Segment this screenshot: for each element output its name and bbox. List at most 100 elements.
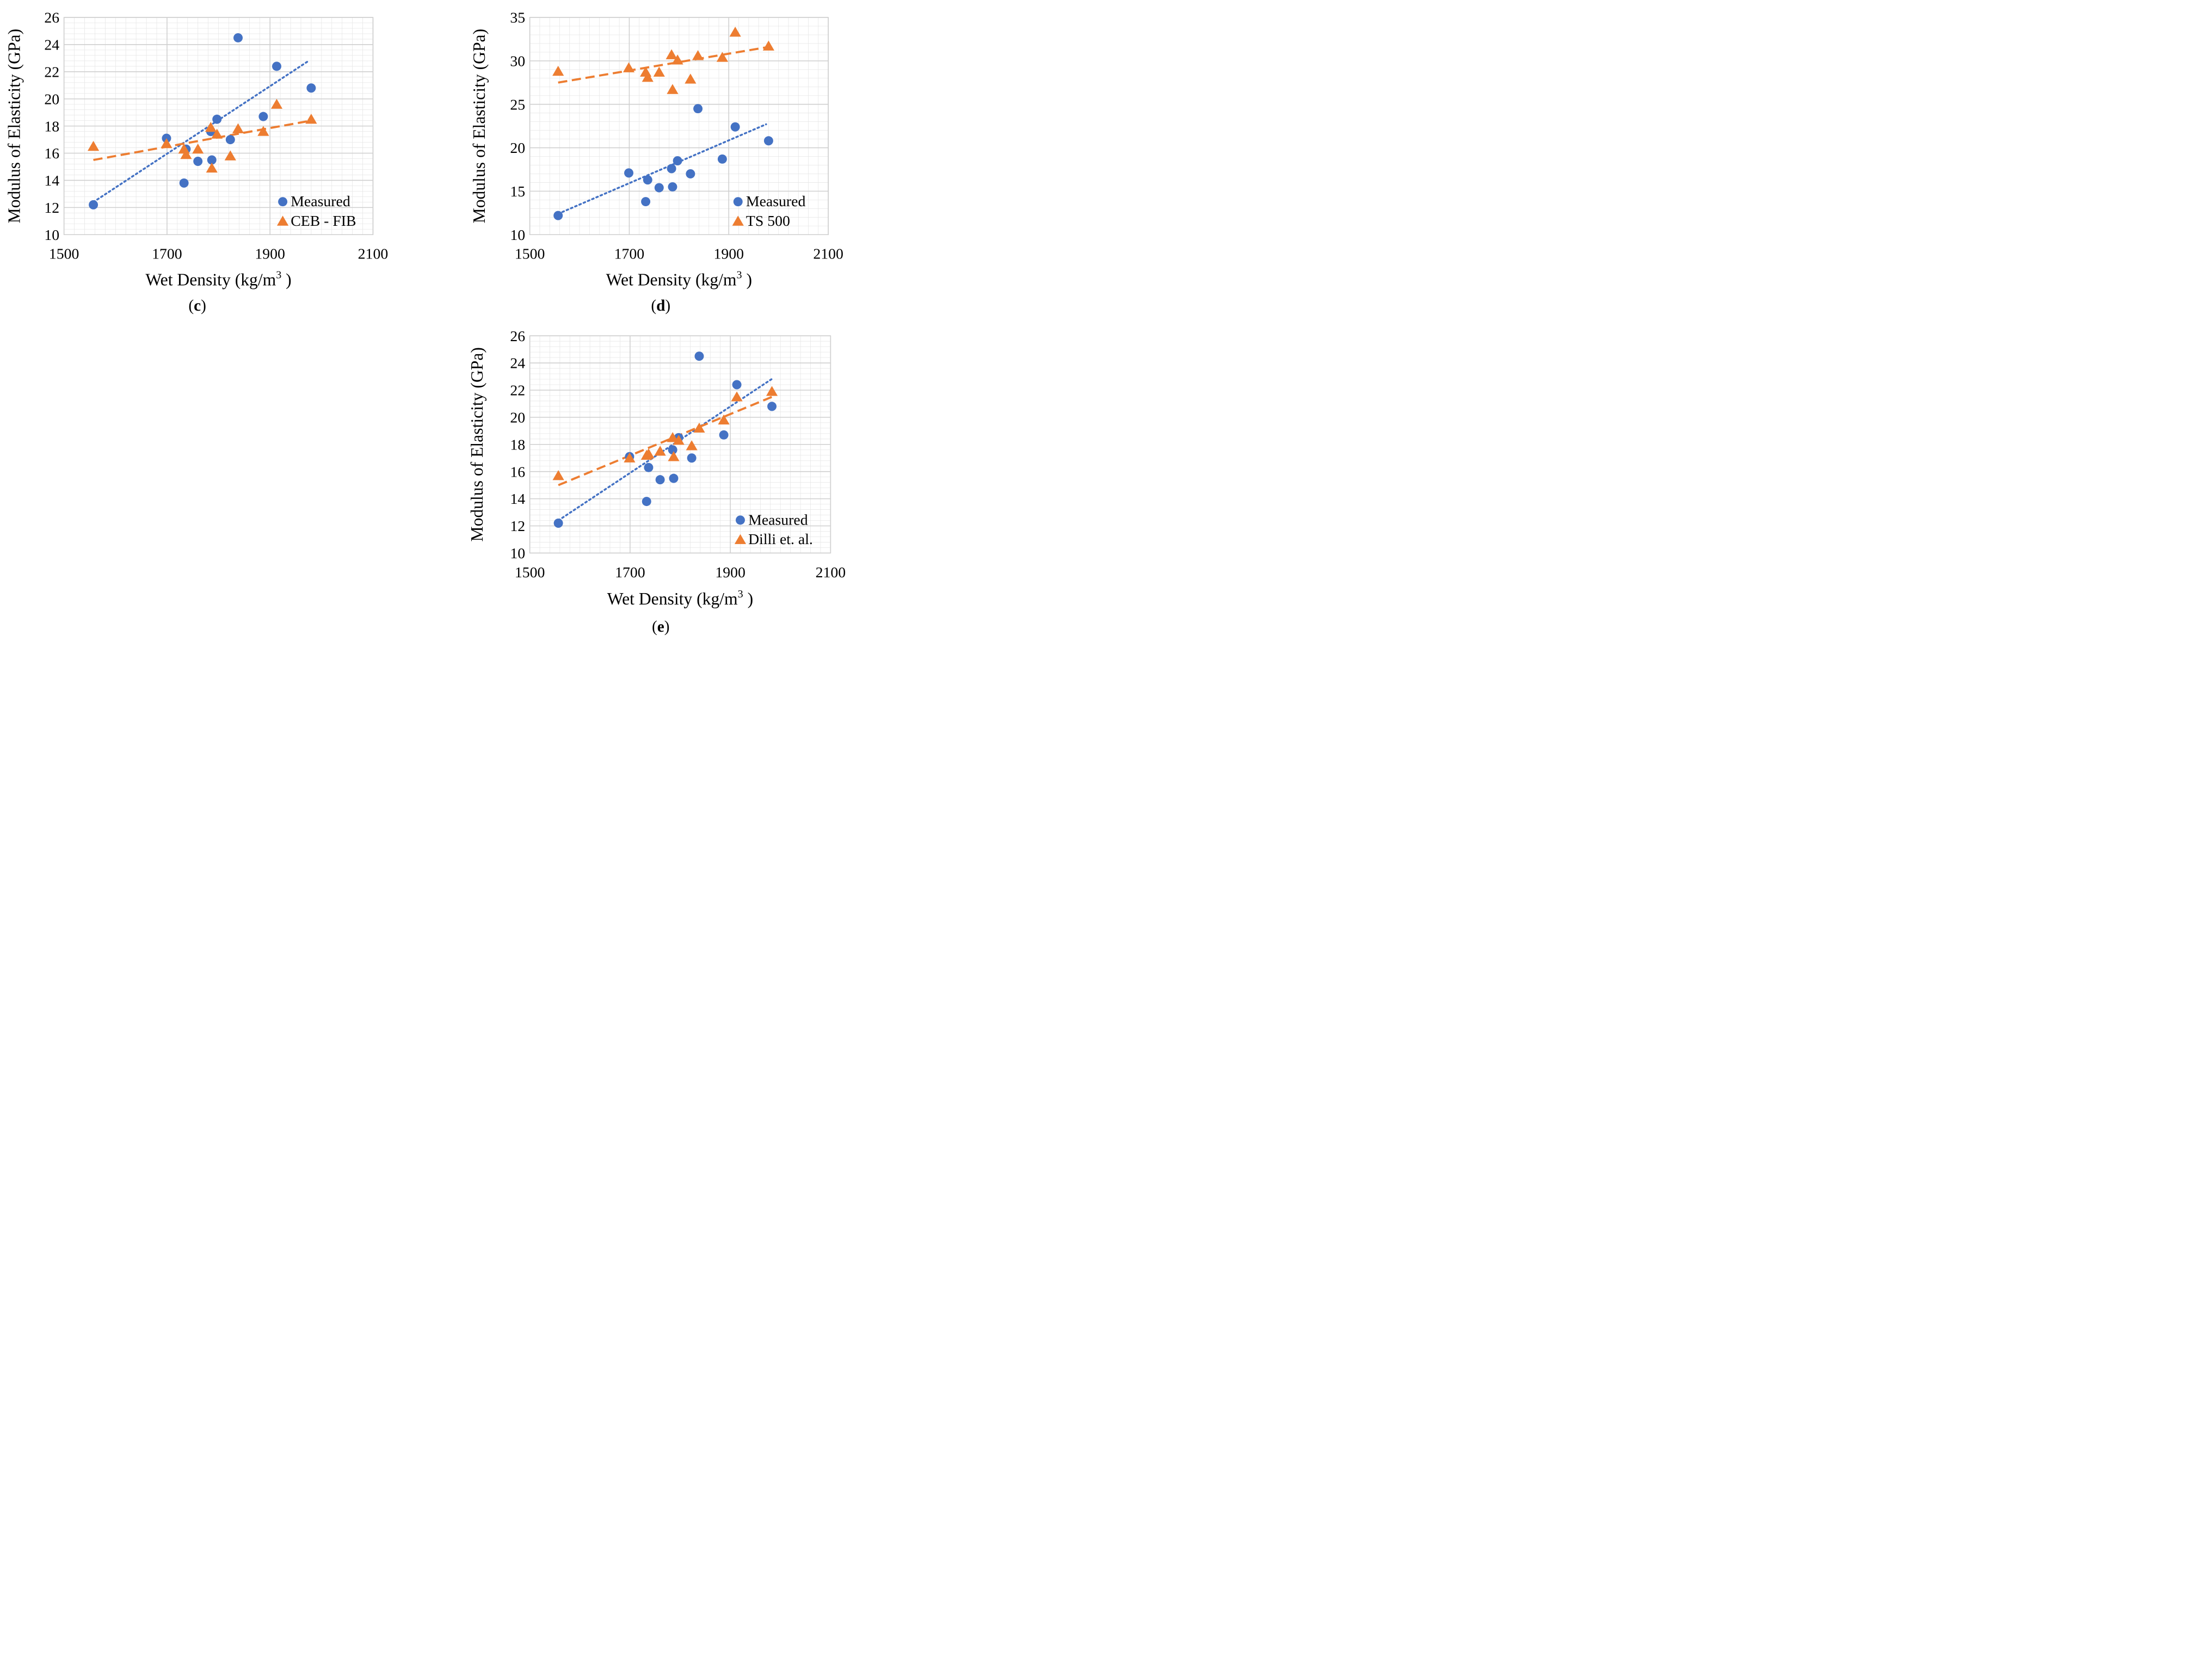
series-measured — [553, 104, 773, 220]
data-point-circle — [89, 200, 98, 209]
caption-open: ( — [651, 297, 656, 314]
data-point-triangle — [624, 452, 636, 462]
x-tick-label: 2100 — [816, 564, 846, 581]
legend-marker — [734, 534, 747, 544]
legend: Measured CEB - FIB — [276, 193, 356, 230]
trendline-model — [93, 119, 312, 161]
caption-open: ( — [188, 297, 194, 314]
x-tick-label: 1500 — [515, 564, 545, 581]
data-point-triangle — [305, 114, 317, 124]
y-tick-label: 25 — [510, 96, 525, 113]
caption-close: ) — [664, 618, 670, 636]
data-point-triangle — [666, 49, 677, 59]
legend: Measured Dilli et. al. — [734, 511, 813, 548]
data-point-triangle — [762, 40, 775, 51]
data-point-circle — [668, 182, 677, 192]
y-tick-label: 18 — [44, 118, 59, 135]
data-point-circle — [719, 430, 729, 440]
panel-caption: (e) — [652, 618, 670, 636]
y-tick-label: 15 — [510, 183, 525, 200]
data-point-triangle — [667, 84, 679, 94]
data-point-triangle — [623, 62, 635, 72]
x-axis-label-main: Wet Density (kg/m — [607, 589, 738, 608]
data-point-circle — [655, 475, 665, 485]
data-point-circle — [306, 83, 316, 93]
data-point-circle — [686, 169, 695, 178]
x-axis-label: Wet Density (kg/m3 ) — [606, 269, 752, 289]
y-tick-label: 35 — [510, 10, 525, 27]
legend-label: Dilli et. al. — [748, 531, 813, 548]
y-tick-label: 30 — [510, 53, 525, 70]
data-point-triangle — [731, 391, 743, 402]
x-axis-label-main: Wet Density (kg/m — [606, 270, 737, 289]
data-point-triangle — [718, 414, 730, 425]
data-point-triangle — [270, 98, 283, 109]
data-point-circle — [693, 104, 703, 114]
x-tick-label: 2100 — [813, 246, 843, 263]
data-point-circle — [668, 445, 677, 455]
data-point-circle — [553, 519, 563, 528]
data-point-triangle — [686, 440, 698, 451]
y-tick-label: 20 — [44, 91, 59, 108]
legend-label: Measured — [746, 193, 806, 210]
data-point-circle — [179, 178, 189, 188]
data-point-circle — [258, 112, 268, 121]
caption-letter: e — [657, 618, 664, 636]
data-point-triangle — [224, 150, 236, 161]
data-point-triangle — [642, 72, 654, 82]
y-axis-label: Modulus of Elasticity (GPa) — [467, 347, 486, 542]
data-point-triangle — [667, 432, 679, 442]
legend-marker — [732, 215, 744, 226]
data-point-triangle — [729, 27, 741, 37]
series-model — [87, 98, 317, 173]
data-point-triangle — [257, 126, 269, 136]
y-tick-label: 14 — [44, 172, 59, 189]
y-tick-label: 24 — [510, 355, 525, 372]
plot-frame — [63, 17, 374, 236]
data-point-circle — [667, 164, 676, 174]
data-point-triangle — [552, 65, 564, 76]
data-point-triangle — [206, 162, 218, 173]
y-axis-label: Modulus of Elasticity (GPa) — [470, 29, 489, 224]
x-tick-label: 1500 — [515, 246, 545, 263]
y-tick-label: 14 — [510, 491, 525, 508]
data-point-triangle — [668, 451, 680, 461]
data-point-triangle — [766, 386, 778, 396]
data-point-circle — [193, 157, 203, 166]
legend-label: CEB - FIB — [291, 213, 356, 230]
data-point-triangle — [693, 422, 705, 433]
trendline-model — [558, 396, 773, 486]
caption-letter: c — [194, 297, 201, 314]
panel-caption: (c) — [188, 297, 206, 314]
data-point-triangle — [180, 149, 192, 159]
data-point-triangle — [673, 435, 685, 445]
data-point-triangle — [685, 73, 697, 84]
data-point-triangle — [192, 143, 204, 154]
data-point-circle — [687, 453, 697, 463]
caption-close: ) — [665, 297, 670, 314]
data-point-triangle — [161, 138, 172, 149]
y-tick-label: 20 — [510, 410, 525, 427]
y-tick-label: 24 — [44, 37, 59, 54]
panel-caption: (d) — [651, 297, 670, 314]
x-axis-label: Wet Density (kg/m3 ) — [607, 588, 753, 608]
figure-stage: 1500 1700 1900 2100 10 12 14 16 18 20 22 24 26 Wet De… — [0, 0, 853, 640]
x-axis-label-sup: 3 — [276, 269, 281, 281]
data-point-triangle — [552, 470, 564, 480]
data-point-triangle — [653, 66, 665, 77]
y-tick-label: 16 — [44, 145, 59, 162]
y-tick-label: 10 — [510, 545, 525, 562]
data-point-circle — [730, 122, 740, 132]
x-tick-label: 1900 — [715, 564, 745, 581]
data-point-circle — [767, 402, 777, 411]
y-tick-label: 26 — [44, 10, 59, 27]
legend-marker — [278, 197, 288, 207]
x-tick-label: 1900 — [713, 246, 744, 263]
data-point-triangle — [692, 50, 704, 60]
y-tick-label: 20 — [510, 140, 525, 157]
data-point-circle — [643, 175, 652, 185]
data-point-triangle — [643, 448, 655, 459]
y-tick-label: 10 — [510, 227, 525, 244]
x-tick-label: 1700 — [615, 564, 645, 581]
legend: Measured TS 500 — [732, 193, 806, 230]
